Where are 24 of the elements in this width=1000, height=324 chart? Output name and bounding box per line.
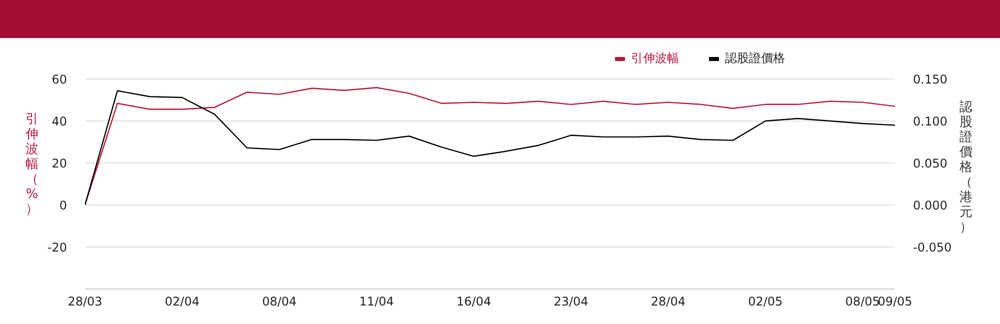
y2-tick-label: 0.050	[913, 156, 948, 170]
x-tick-label: 28/03	[68, 294, 102, 309]
y-tick-label: 0	[59, 198, 67, 212]
y2-tick-label: 0.000	[913, 198, 948, 212]
x-tick-label: 02/04	[164, 294, 200, 309]
x-tick-label: 08/04	[262, 294, 297, 309]
x-tick-label: 11/04	[359, 294, 394, 309]
y2-tick-label: 0.150	[913, 72, 948, 86]
y-tick-label: 40	[52, 114, 67, 128]
y-tick-label: 60	[52, 72, 67, 86]
x-tick-label: 28/04	[650, 294, 686, 309]
x-tick-label: 16/04	[456, 294, 492, 309]
y-tick-label: -20	[47, 240, 67, 254]
y2-tick-label: 0.100	[913, 114, 948, 128]
x-tick-label: 09/05	[878, 294, 912, 309]
x-tick-label: 02/05	[748, 294, 783, 309]
x-tick-label: 08/05	[845, 294, 880, 309]
y-tick-label: 20	[52, 156, 67, 170]
legend-label: 引伸波幅	[631, 50, 679, 67]
x-tick-label: 23/04	[554, 294, 588, 309]
text: 認股證價格（港元）	[960, 100, 972, 235]
y-axis-title: 引伸波幅（%）	[24, 112, 40, 217]
legend-label: 認股證價格	[725, 50, 785, 67]
y2-tick-label: -0.050	[913, 240, 952, 254]
